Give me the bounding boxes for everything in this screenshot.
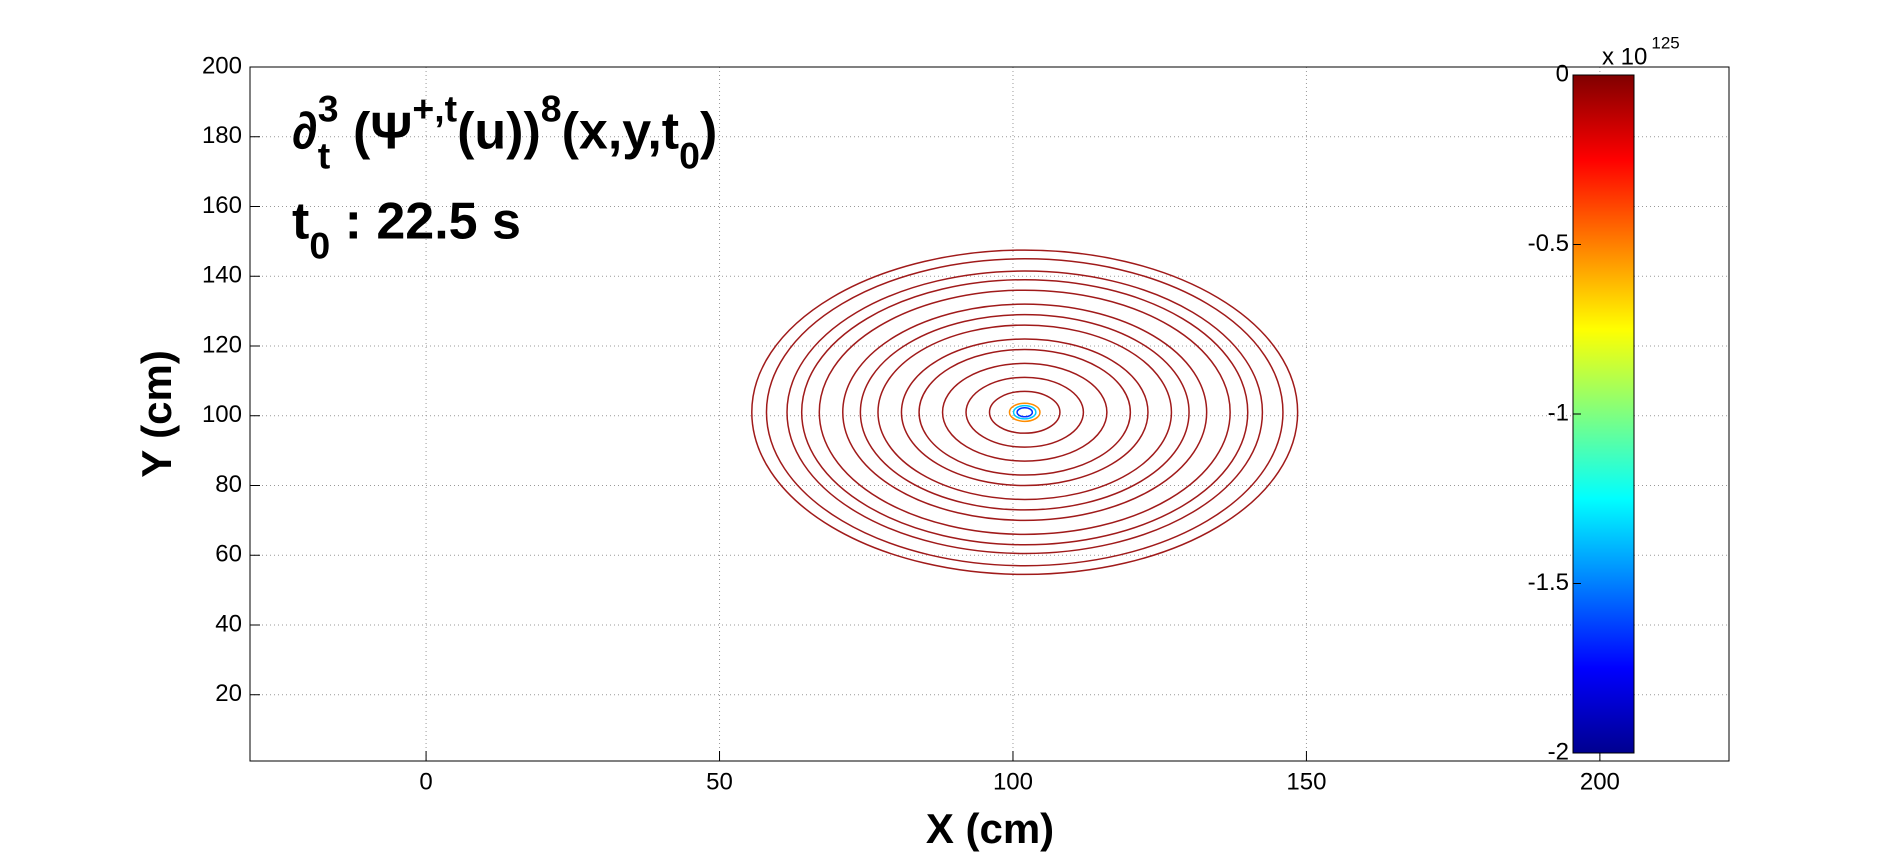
colorbar-tick-label: -1.5 [1528,569,1569,596]
y-tick-label: 20 [215,680,242,707]
chart-title: 0 [679,134,700,176]
x-tick-label: 0 [419,768,432,795]
chart-title: (Ψ [339,103,413,161]
chart-title: +,t [412,87,457,129]
colorbar-tick-label: -1 [1548,399,1569,426]
chart-title: (x,y,t [562,103,680,161]
chart-title: (u)) [457,103,541,161]
chart-title: 3 [318,87,339,129]
x-tick-label: 50 [706,768,733,795]
contour-line [918,348,1132,476]
chart-title: ∂ [292,103,318,161]
chart-title: 8 [541,87,562,129]
y-tick-label: 140 [202,262,242,289]
contour-line [988,390,1061,434]
axes-frame [249,66,1730,762]
chart-title: t [318,134,330,176]
y-tick-label: 60 [215,541,242,568]
contour-line [765,258,1284,567]
contour-line [1016,406,1034,418]
colorbar [1572,74,1635,754]
x-tick-label: 100 [993,768,1033,795]
colorbar-exponent: 125 [1651,33,1679,52]
y-tick-label: 40 [215,610,242,637]
chart-title: t [292,193,309,251]
x-tick-label: 150 [1286,768,1326,795]
contour-line [818,289,1231,536]
colorbar-tick-label: -2 [1548,738,1569,765]
y-tick-label: 180 [202,122,242,149]
chart-title: ) [700,103,717,161]
y-tick-label: 200 [202,52,242,79]
chart-title: 0 [309,224,330,266]
contour-line [751,249,1299,576]
x-tick-label: 200 [1580,768,1620,795]
contour-line [859,313,1190,511]
y-tick-label: 80 [215,471,242,498]
colorbar-tick-label: 0 [1556,60,1569,87]
contour-line [965,376,1085,448]
colorbar-tick-label: -0.5 [1528,230,1569,257]
contour-line [800,278,1249,546]
y-tick-label: 160 [202,192,242,219]
contour-line [941,362,1108,462]
contour-line [900,338,1149,487]
y-axis-label: Y (cm) [133,350,180,478]
colorbar-exponent: x 10 [1602,43,1647,70]
chart-title: : 22.5 s [330,193,521,251]
y-tick-label: 100 [202,401,242,428]
contour-line [842,303,1208,522]
contour-line [1012,404,1037,420]
y-tick-label: 120 [202,331,242,358]
contour-line [786,270,1264,555]
x-axis-label: X (cm) [926,805,1054,852]
contour-line [877,324,1173,501]
contour-line [1008,402,1041,423]
